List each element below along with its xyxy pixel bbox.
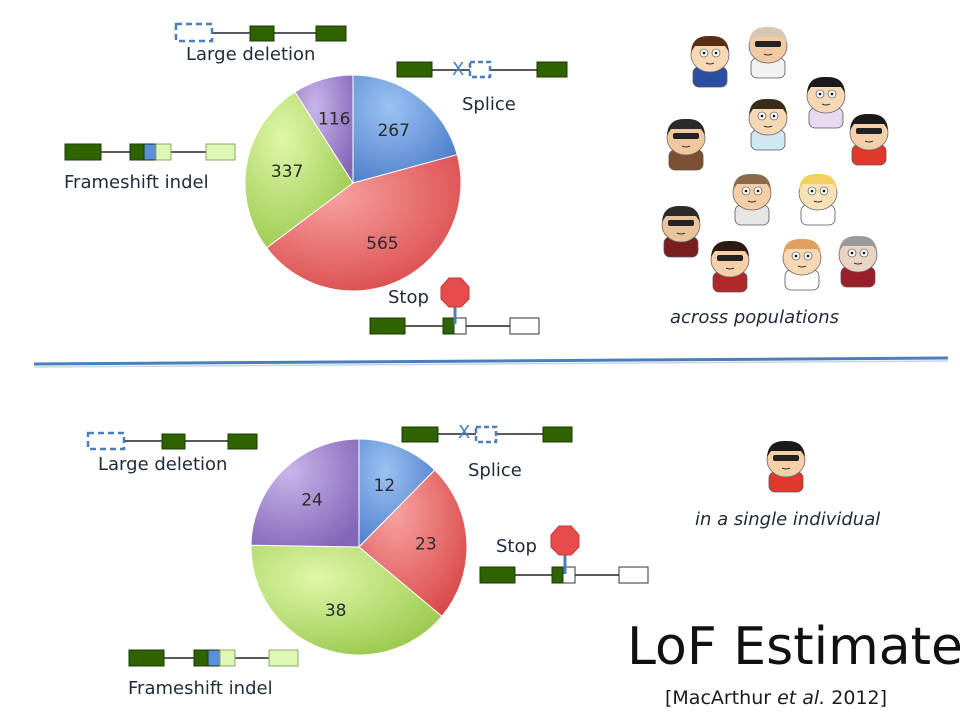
pie-chart-bottom: 12 23 38 24 — [250, 438, 468, 656]
exon — [315, 25, 347, 42]
deletion-box — [86, 431, 126, 451]
exon — [193, 649, 209, 667]
label-stop-top: Stop — [388, 287, 429, 308]
pie1-value-large-deletion: 116 — [318, 110, 350, 130]
indel-mark — [143, 143, 157, 161]
exon — [129, 143, 145, 161]
label-large-deletion-top: Large deletion — [186, 44, 315, 65]
caption-single-individual: in a single individual — [695, 509, 880, 530]
stop-diagram-top — [369, 277, 540, 335]
citation-etal: et al. — [777, 687, 825, 709]
large-deletion-diagram-bottom — [86, 431, 258, 451]
pie-chart-top: 267 565 337 116 — [244, 74, 462, 292]
pie1-slice-large-deletion — [294, 74, 354, 185]
cartoon-avatar-icon — [806, 76, 846, 129]
exon-shifted — [205, 143, 236, 161]
exon — [536, 61, 568, 78]
citation-open: [MacArthur — [665, 687, 777, 709]
cartoon-avatar-icon — [766, 440, 806, 493]
splice-diagram-bottom: X — [401, 422, 573, 444]
pie2-value-stop: 23 — [415, 535, 437, 555]
exon — [542, 426, 573, 443]
exon — [369, 317, 406, 335]
caption-across-populations: across populations — [670, 307, 839, 328]
splice-x-mark: X — [452, 59, 464, 80]
exon — [161, 433, 186, 450]
deletion-box — [468, 60, 492, 79]
splice-x-mark: X — [458, 422, 470, 443]
pie2-value-labels: 12 23 38 24 — [301, 476, 436, 621]
pie1-value-splice: 267 — [377, 121, 409, 141]
exon — [249, 25, 275, 42]
pie2-slice-stop — [358, 469, 468, 617]
pie2-value-large-deletion: 24 — [301, 490, 323, 510]
label-large-deletion-bottom: Large deletion — [98, 454, 227, 475]
exon — [128, 649, 165, 667]
exon — [442, 317, 455, 335]
pie1-value-stop: 565 — [366, 234, 398, 254]
label-frameshift-top: Frameshift indel — [64, 172, 209, 193]
stop-diagram-bottom — [479, 525, 649, 584]
exon — [396, 61, 433, 78]
pie2-slices — [250, 438, 468, 656]
population-avatars — [661, 26, 889, 293]
cartoon-avatar-icon — [661, 205, 701, 258]
frameshift-diagram-bottom — [128, 649, 299, 667]
cartoon-avatar-icon — [732, 173, 772, 226]
label-splice-top: Splice — [462, 94, 516, 115]
cartoon-avatar-icon — [838, 235, 878, 288]
frameshift-diagram-top — [64, 143, 236, 161]
stop-sign-icon — [550, 525, 580, 556]
cartoon-avatar-icon — [782, 238, 822, 291]
exon-shifted — [155, 143, 172, 161]
exon-truncated — [509, 317, 540, 335]
cartoon-avatar-icon — [798, 173, 838, 226]
exon-shifted — [268, 649, 299, 667]
label-stop-bottom: Stop — [496, 536, 537, 557]
exon-truncated — [618, 566, 649, 584]
exon — [551, 566, 564, 584]
pie1-slice-splice — [352, 74, 458, 184]
cartoon-avatar-icon — [748, 98, 788, 151]
stop-sign-icon — [440, 277, 470, 308]
exon — [401, 426, 439, 443]
cartoon-avatar-icon — [690, 35, 730, 88]
splice-diagram-top: X — [396, 59, 568, 80]
exon — [227, 433, 258, 450]
pie2-value-splice: 12 — [374, 476, 396, 496]
exon-truncated — [453, 317, 467, 335]
pie2-slice-large-deletion — [250, 438, 360, 548]
pie2-slice-frameshift — [250, 544, 443, 656]
citation: [MacArthur et al. 2012] — [665, 687, 887, 709]
individual-avatar — [766, 440, 806, 493]
section-divider — [33, 356, 949, 366]
pie1-slice-frameshift — [244, 91, 354, 249]
indel-mark — [207, 649, 221, 667]
exon — [64, 143, 102, 161]
pie1-slices — [244, 74, 462, 292]
citation-close: 2012] — [825, 687, 887, 709]
deletion-box — [474, 425, 498, 444]
exon — [479, 566, 516, 584]
pie2-value-frameshift: 38 — [325, 601, 347, 621]
label-splice-bottom: Splice — [468, 460, 522, 481]
cartoon-avatar-icon — [710, 240, 750, 293]
pie1-value-labels: 267 565 337 116 — [271, 110, 410, 254]
divider-shadow — [33, 360, 949, 368]
cartoon-avatar-icon — [849, 113, 889, 166]
deletion-box — [174, 22, 214, 43]
pie1-slice-stop — [265, 154, 462, 292]
exon-shifted — [219, 649, 236, 667]
slide-title: LoF Estimates — [627, 617, 960, 677]
large-deletion-diagram-top — [174, 22, 347, 43]
pie1-value-frameshift: 337 — [271, 162, 303, 182]
label-frameshift-bottom: Frameshift indel — [128, 678, 273, 699]
cartoon-avatar-icon — [748, 26, 788, 79]
cartoon-avatar-icon — [666, 118, 706, 171]
pie2-slice-splice — [358, 438, 436, 549]
